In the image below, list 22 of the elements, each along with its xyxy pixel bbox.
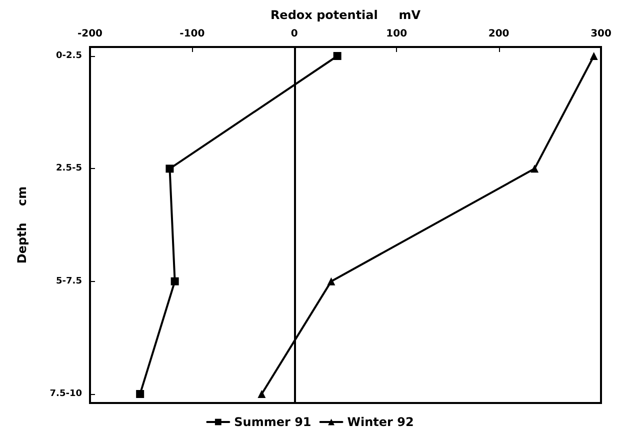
x-tick-label: 0 (290, 28, 298, 40)
point (333, 52, 342, 60)
x-tick-label: 300 (590, 28, 612, 40)
legend-label: Summer 91 (234, 415, 312, 429)
y-tick-label: 0-2.5 (56, 51, 82, 62)
point (530, 164, 539, 173)
x-tick-label: -200 (77, 28, 103, 40)
x-tick-label: 200 (488, 28, 510, 40)
legend-label: Winter 92 (347, 415, 414, 429)
point (590, 52, 598, 60)
y-tick-label: 2.5-5 (56, 164, 82, 174)
y-tick-label: 7.5-10 (50, 388, 82, 399)
x-tick-label: -100 (180, 28, 205, 40)
point (136, 390, 144, 398)
y-tick-label: 5-7.5 (56, 276, 82, 286)
point (166, 164, 174, 173)
x-tick-label: 100 (386, 28, 408, 40)
point (327, 277, 336, 286)
x-axis-title: Redox potential mV (270, 8, 422, 22)
point (258, 390, 266, 398)
y-axis-title: Depth cm (15, 186, 29, 264)
point (170, 277, 179, 286)
